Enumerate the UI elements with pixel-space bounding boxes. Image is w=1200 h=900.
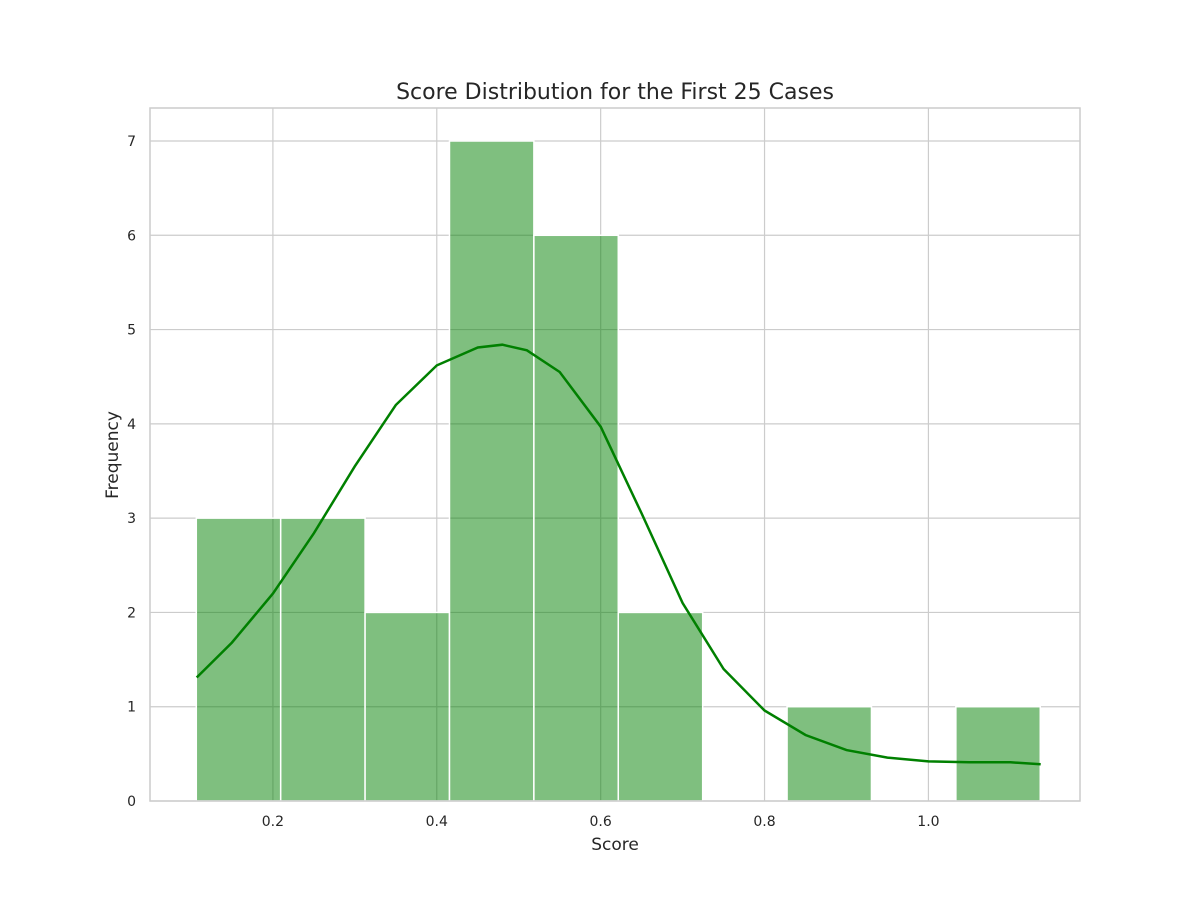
x-axis-label: Score bbox=[591, 835, 639, 855]
histogram-bar bbox=[364, 611, 451, 802]
plot-frame bbox=[149, 107, 1081, 802]
x-tick-label: 1.0 bbox=[917, 814, 939, 830]
y-tick-label: 1 bbox=[127, 700, 136, 716]
histogram-bar bbox=[617, 611, 704, 802]
histogram-bar bbox=[195, 517, 282, 802]
y-tick-label: 2 bbox=[127, 605, 136, 621]
y-tick-label: 3 bbox=[127, 511, 136, 527]
chart-title: Score Distribution for the First 25 Case… bbox=[396, 80, 834, 105]
y-tick-label: 0 bbox=[127, 794, 136, 810]
histogram-bar bbox=[533, 234, 620, 802]
y-tick-label: 6 bbox=[127, 228, 136, 244]
y-tick-labels: 0 1 2 3 4 5 6 7 bbox=[127, 134, 136, 810]
x-tick-labels: 0.2 0.4 0.6 0.8 1.0 bbox=[262, 814, 940, 830]
x-tick-label: 0.6 bbox=[590, 814, 612, 830]
histogram-bars bbox=[195, 140, 1042, 802]
y-tick-label: 5 bbox=[127, 323, 136, 339]
histogram-bar bbox=[786, 705, 873, 802]
histogram-bar bbox=[279, 517, 366, 802]
x-tick-label: 0.8 bbox=[753, 814, 775, 830]
y-tick-label: 4 bbox=[127, 417, 136, 433]
histogram-bar bbox=[448, 140, 535, 802]
histogram-bar bbox=[955, 705, 1042, 802]
kde-curve bbox=[195, 343, 1041, 766]
x-tick-label: 0.2 bbox=[262, 814, 284, 830]
x-tick-label: 0.4 bbox=[426, 814, 448, 830]
y-axis-label: Frequency bbox=[103, 411, 123, 499]
y-tick-label: 7 bbox=[127, 134, 136, 150]
